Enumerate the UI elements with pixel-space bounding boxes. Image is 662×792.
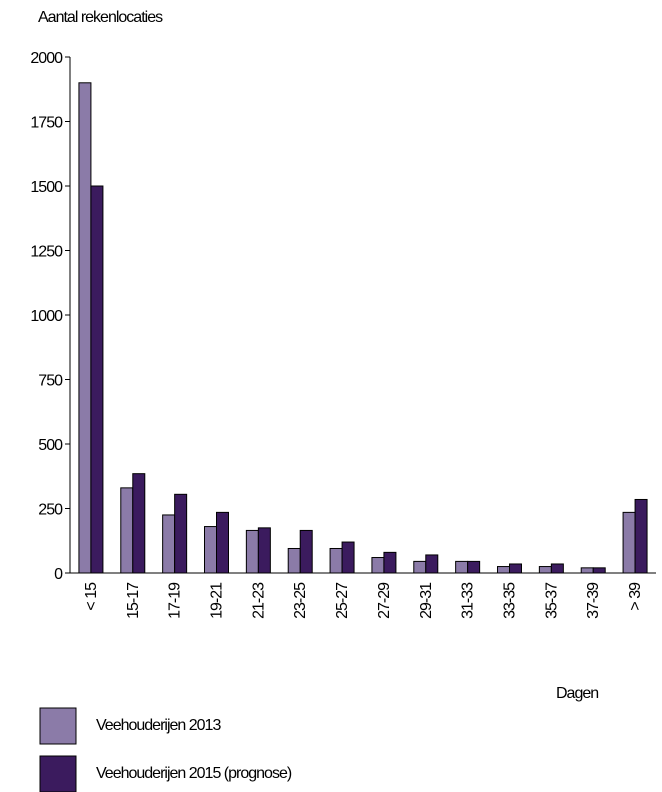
bar xyxy=(216,511,229,574)
bar xyxy=(341,541,355,574)
x-tick-label: 33-35 xyxy=(502,582,519,619)
y-tick-label: 2000 xyxy=(30,50,63,67)
bar xyxy=(120,487,134,574)
bar xyxy=(78,82,92,574)
x-tick-label: 25-27 xyxy=(334,582,351,619)
bar xyxy=(174,493,188,574)
bar xyxy=(634,498,648,574)
y-tick-label: 750 xyxy=(38,373,63,390)
y-tick-label: 250 xyxy=(38,502,63,519)
bar xyxy=(204,526,217,574)
x-tick-label: 21-23 xyxy=(250,582,267,619)
bar xyxy=(580,567,594,574)
x-tick-label: 15-17 xyxy=(125,582,142,619)
bar xyxy=(287,547,301,574)
y-tick-label: 1000 xyxy=(30,308,63,325)
x-tick-label: 17-19 xyxy=(167,582,184,619)
x-tick-label: 27-29 xyxy=(376,582,393,619)
bar xyxy=(132,473,146,574)
bar xyxy=(509,563,522,574)
x-tick-label: < 15 xyxy=(83,582,100,611)
bar xyxy=(455,560,469,574)
bar xyxy=(257,527,271,574)
bar xyxy=(329,547,343,574)
y-axis-label: Aantal rekenlocaties xyxy=(38,9,163,26)
bar xyxy=(538,566,552,574)
bar xyxy=(299,529,313,574)
x-tick-label: 23-25 xyxy=(292,582,309,619)
y-tick-label: 1250 xyxy=(30,244,63,261)
bar xyxy=(592,567,606,574)
x-tick-label: 37-39 xyxy=(585,582,602,619)
y-tick-label: 1750 xyxy=(30,115,63,132)
x-tick-label: 19-21 xyxy=(209,582,226,619)
bar xyxy=(90,185,104,574)
x-axis-label: Dagen xyxy=(556,685,598,702)
bar xyxy=(550,563,564,574)
y-tick-label: 1500 xyxy=(30,179,63,196)
x-tick-label: > 39 xyxy=(627,582,644,611)
bar xyxy=(497,566,510,574)
x-tick-label: 29-31 xyxy=(418,582,435,619)
bar xyxy=(467,560,481,574)
y-tick-label: 500 xyxy=(38,437,63,454)
y-tick-label: 0 xyxy=(54,566,63,583)
legend-swatch xyxy=(39,707,77,745)
x-tick-label: 31-33 xyxy=(460,582,477,619)
bar xyxy=(413,560,427,574)
bar xyxy=(245,529,259,574)
bar xyxy=(622,511,636,574)
bar xyxy=(383,551,397,574)
bar xyxy=(162,514,176,574)
bar xyxy=(425,554,439,574)
legend-label: Veehouderijen 2013 xyxy=(96,717,221,734)
bar xyxy=(371,557,385,574)
x-tick-label: 35-37 xyxy=(543,582,560,619)
legend-swatch xyxy=(39,755,77,792)
legend-label: Veehouderijen 2015 (prognose) xyxy=(96,765,292,782)
